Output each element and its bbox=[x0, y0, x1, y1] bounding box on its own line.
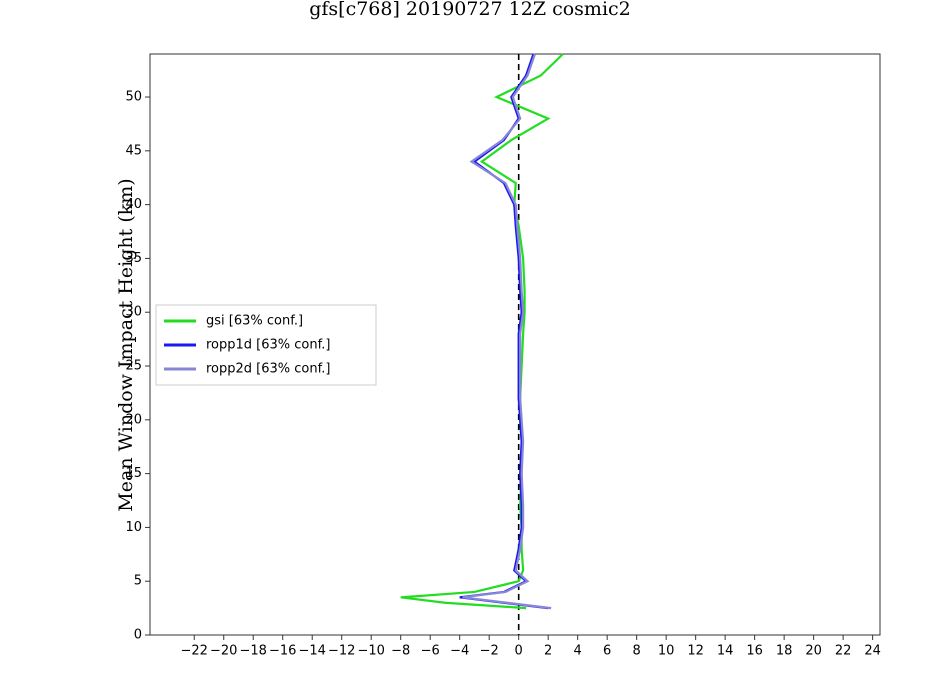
x-tick-label: −14 bbox=[299, 644, 326, 659]
y-tick-label: 15 bbox=[125, 466, 142, 481]
y-tick-label: 45 bbox=[125, 143, 142, 158]
plot-frame bbox=[149, 53, 881, 636]
x-tick-label: 10 bbox=[658, 644, 675, 659]
legend: gsi [63% conf.] ropp1d [63% conf.] ropp2d … bbox=[155, 304, 377, 386]
x-tick-label: −12 bbox=[328, 644, 355, 659]
y-axis-label: Mean Window Impact Height (km) bbox=[115, 178, 137, 511]
x-tick-label: 2 bbox=[544, 644, 552, 659]
x-tick-label: 18 bbox=[776, 644, 793, 659]
legend-label: gsi [63% conf.] bbox=[206, 314, 303, 329]
x-tick-label: −18 bbox=[240, 644, 267, 659]
x-tick-label: 6 bbox=[603, 644, 611, 659]
x-tick-label: 24 bbox=[864, 644, 881, 659]
legend-label: ropp2d [63% conf.] bbox=[206, 362, 330, 377]
x-tick-label: 22 bbox=[835, 644, 852, 659]
x-tick-label: 16 bbox=[746, 644, 763, 659]
x-tick-label: −6 bbox=[421, 644, 440, 659]
y-tick-label: 50 bbox=[125, 90, 142, 105]
x-tick-label: −10 bbox=[357, 644, 384, 659]
legend-label: ropp1d [63% conf.] bbox=[206, 338, 330, 353]
y-tick-label: 30 bbox=[125, 305, 142, 320]
x-tick-label: −22 bbox=[181, 644, 208, 659]
x-tick-label: −20 bbox=[210, 644, 237, 659]
x-tick-label: 0 bbox=[515, 644, 523, 659]
y-tick-label: 35 bbox=[125, 251, 142, 266]
x-tick-label: 12 bbox=[687, 644, 704, 659]
y-tick-label: 10 bbox=[125, 520, 142, 535]
y-tick-label: 25 bbox=[125, 359, 142, 374]
x-tick-label: −8 bbox=[391, 644, 410, 659]
x-tick-label: 8 bbox=[633, 644, 641, 659]
y-tick-label: 5 bbox=[134, 574, 142, 589]
x-tick-label: −4 bbox=[450, 644, 469, 659]
x-tick-label: −2 bbox=[480, 644, 499, 659]
x-tick-label: −16 bbox=[269, 644, 296, 659]
x-tick-label: 20 bbox=[805, 644, 822, 659]
profile-line bbox=[462, 53, 552, 610]
x-tick-label: 4 bbox=[574, 644, 582, 659]
chart-title: gfs[c768] 20190727 12Z cosmic2 bbox=[309, 0, 631, 20]
y-tick-label: 0 bbox=[134, 628, 142, 643]
y-tick-label: 40 bbox=[125, 197, 142, 212]
x-tick-label: 14 bbox=[717, 644, 734, 659]
y-tick-label: 20 bbox=[125, 412, 142, 427]
profile-line bbox=[400, 53, 564, 610]
